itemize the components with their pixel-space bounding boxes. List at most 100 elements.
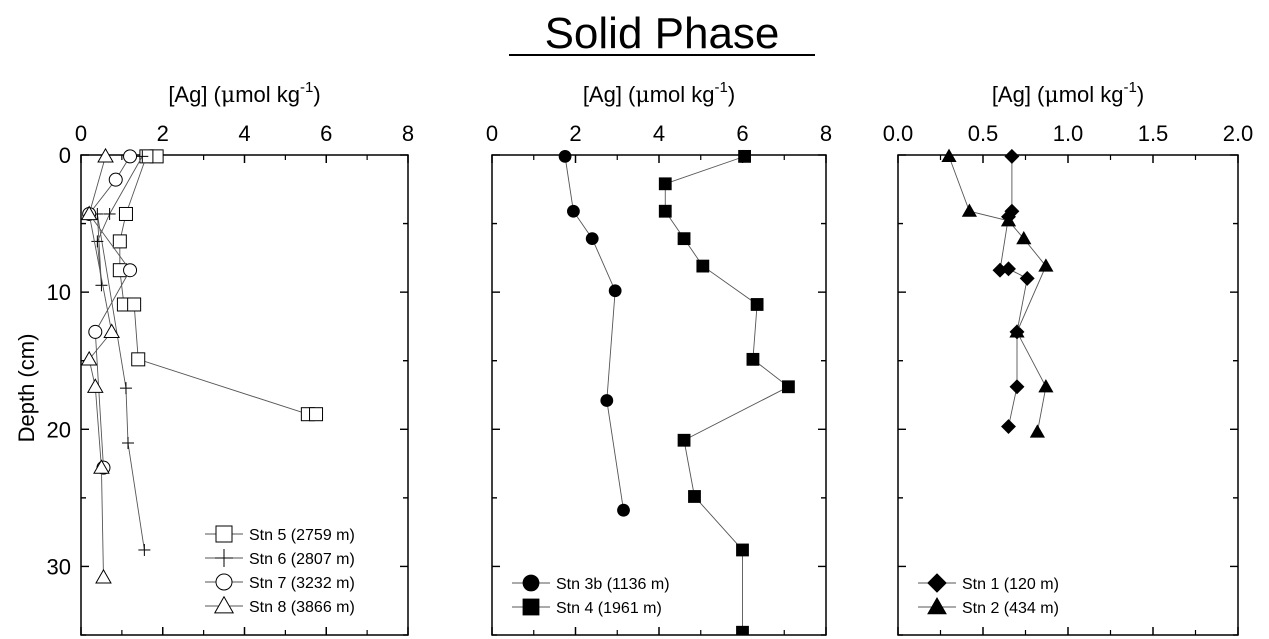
data-point xyxy=(608,284,622,298)
data-point xyxy=(1029,424,1045,438)
data-point xyxy=(941,148,957,162)
data-point xyxy=(131,352,146,367)
data-point xyxy=(103,207,116,220)
y-axis-label: Depth (cm) xyxy=(14,334,39,443)
data-point xyxy=(1001,261,1016,277)
chart-panel-3: 0.0 0.5 1.0 1.5 2.0 [Ag] (μmol kg-1) Stn 1 (12… xyxy=(883,79,1254,636)
legend: Stn 5 (2759 m) Stn 6 (2807 m) Stn 7 (3232 … xyxy=(205,525,355,616)
legend-marker xyxy=(927,573,947,593)
legend-label: Stn 8 (3866 m) xyxy=(249,599,355,616)
legend-marker xyxy=(215,549,233,567)
series-1 xyxy=(992,148,1035,435)
data-point xyxy=(81,205,98,221)
figure-title: Solid Phase xyxy=(545,9,780,58)
y-tick-label: 0 xyxy=(59,143,71,168)
data-point xyxy=(658,177,672,191)
legend: Stn 1 (120 m) Stn 2 (434 m) xyxy=(918,573,1059,617)
data-point xyxy=(127,297,142,312)
data-point xyxy=(1038,379,1054,393)
legend-label: Stn 1 (120 m) xyxy=(962,576,1059,593)
data-point xyxy=(91,235,104,248)
data-point xyxy=(123,149,138,164)
x-axis-label-close: ) xyxy=(728,82,735,107)
legend: Stn 3b (1136 m) Stn 4 (1961 m) xyxy=(512,574,670,617)
data-point xyxy=(750,298,764,311)
data-point xyxy=(122,437,135,449)
series-1 xyxy=(558,149,630,517)
data-point xyxy=(677,433,691,447)
data-point xyxy=(309,407,324,422)
plot-frame xyxy=(80,154,409,636)
data-point xyxy=(1001,419,1016,435)
x-tick-label: 0 xyxy=(75,121,87,146)
data-point xyxy=(118,206,133,221)
data-point xyxy=(688,490,701,503)
legend-label: Stn 4 (1961 m) xyxy=(556,600,662,617)
data-point xyxy=(112,234,127,249)
plot-frame xyxy=(897,154,1239,636)
series-2 xyxy=(658,149,795,635)
x-axis-label-main: [Ag] ( xyxy=(992,82,1045,107)
data-point xyxy=(81,350,98,366)
data-point xyxy=(1009,379,1025,395)
x-axis-label-exponent: -1 xyxy=(715,79,728,96)
x-axis-label-mu: μ xyxy=(221,83,235,108)
data-point xyxy=(1016,230,1032,245)
legend-marker xyxy=(927,596,947,615)
x-axis-label-exponent: -1 xyxy=(300,79,313,96)
data-point xyxy=(782,380,795,394)
data-point xyxy=(658,204,672,218)
x-axis-label-unit: mol kg xyxy=(235,82,300,107)
data-point xyxy=(558,149,572,163)
series-line xyxy=(119,155,317,415)
legend-label: Stn 7 (3232 m) xyxy=(249,575,355,592)
x-tick-label: 4 xyxy=(653,121,665,146)
data-point xyxy=(88,324,103,339)
x-tick-label: 2.0 xyxy=(1223,121,1254,146)
y-tick-label: 30 xyxy=(47,554,71,579)
data-point xyxy=(617,503,630,517)
x-axis-label-main: [Ag] ( xyxy=(168,82,221,107)
legend-label: Stn 5 (2759 m) xyxy=(249,527,355,544)
legend-marker xyxy=(522,574,540,592)
data-point xyxy=(585,232,599,246)
x-axis-label: [Ag] (μmol kg-1) xyxy=(583,79,735,108)
x-tick-label: 8 xyxy=(402,121,414,146)
series-line xyxy=(564,156,624,511)
series-2 xyxy=(941,148,1054,438)
data-layer xyxy=(81,147,324,584)
x-tick-label: 0.0 xyxy=(883,121,914,146)
x-tick-label: 6 xyxy=(736,121,748,146)
data-layer xyxy=(941,148,1054,438)
series-line xyxy=(948,156,1047,433)
data-point xyxy=(738,149,751,163)
data-point xyxy=(108,172,123,187)
chart-panel-1: 0 2 4 6 8 0 10 20 30 [Ag] (μmol kg-1) Stn 5 (2759 … xyxy=(47,79,414,636)
data-point xyxy=(86,378,104,393)
data-point xyxy=(1009,324,1025,338)
legend-label: Stn 2 (434 m) xyxy=(962,600,1059,617)
x-axis-label-mu: μ xyxy=(1044,83,1058,108)
x-axis-label-mu: μ xyxy=(635,83,649,108)
x-tick-label: 8 xyxy=(820,121,832,146)
data-point xyxy=(138,543,151,556)
x-axis-label-main: [Ag] ( xyxy=(583,82,636,107)
data-point xyxy=(746,352,760,366)
data-point xyxy=(136,150,149,163)
x-axis-label-close: ) xyxy=(1137,82,1144,107)
legend-marker xyxy=(522,598,540,616)
data-point xyxy=(97,147,114,163)
data-point xyxy=(93,459,110,474)
data-point xyxy=(1000,213,1017,227)
x-tick-label: 4 xyxy=(238,121,250,146)
series-line xyxy=(664,155,790,633)
data-point xyxy=(103,323,120,339)
data-point xyxy=(1038,258,1054,272)
data-point xyxy=(736,543,749,557)
series-4 xyxy=(81,147,120,584)
x-tick-label: 2 xyxy=(157,121,169,146)
data-point xyxy=(600,394,614,407)
chart-panel-2: 0 2 4 6 8[Ag] (μmol kg-1)Stn 3b (1136 m)Stn … xyxy=(486,79,832,636)
